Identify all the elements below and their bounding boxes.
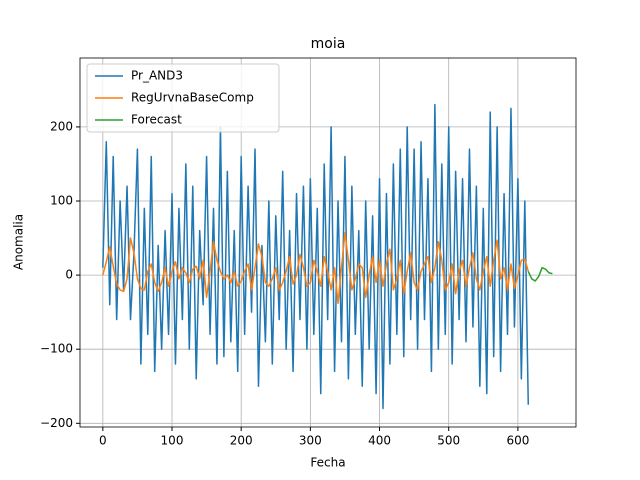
x-tick-label: 500 bbox=[437, 434, 460, 448]
y-tick-label: 100 bbox=[50, 194, 73, 208]
y-axis-label: Anomalia bbox=[12, 214, 26, 270]
x-tick-label: 200 bbox=[230, 434, 253, 448]
series-line bbox=[102, 103, 530, 410]
series-line bbox=[527, 266, 553, 282]
chart-title: moia bbox=[311, 36, 346, 52]
y-tick-label: −200 bbox=[40, 416, 73, 430]
legend-label: Forecast bbox=[131, 113, 182, 127]
legend-label: Pr_AND3 bbox=[131, 69, 183, 83]
y-tick-label: 0 bbox=[65, 268, 73, 282]
x-tick-label: 300 bbox=[299, 434, 322, 448]
x-tick-label: 600 bbox=[506, 434, 529, 448]
x-tick-label: 400 bbox=[368, 434, 391, 448]
x-axis-label: Fecha bbox=[310, 456, 345, 470]
plot-frame bbox=[79, 57, 577, 428]
x-tick-label: 0 bbox=[99, 434, 107, 448]
y-tick-label: 200 bbox=[50, 119, 73, 133]
series-line bbox=[102, 232, 529, 305]
y-tick-label: −100 bbox=[40, 342, 73, 356]
legend-label: RegUrvnaBaseComp bbox=[131, 91, 254, 105]
legend-box bbox=[86, 63, 280, 133]
x-tick-label: 100 bbox=[161, 434, 184, 448]
